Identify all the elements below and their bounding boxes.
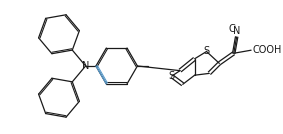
Text: N: N <box>82 61 89 71</box>
Text: S: S <box>203 46 210 57</box>
Text: COOH: COOH <box>252 45 282 55</box>
Text: C: C <box>228 24 235 34</box>
Text: S: S <box>169 71 175 81</box>
Text: N: N <box>233 26 240 36</box>
